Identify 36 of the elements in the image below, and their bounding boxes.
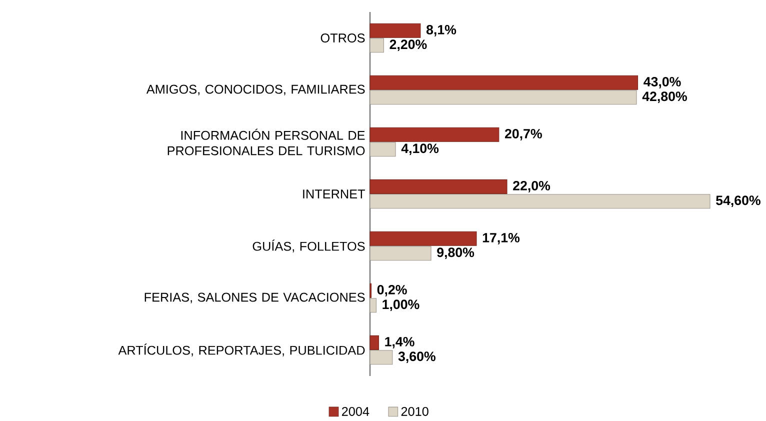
bar: [370, 127, 500, 142]
data-label: 22,0%: [513, 180, 550, 192]
bar: [370, 298, 376, 313]
y-tick-label: INTERNET: [303, 190, 365, 198]
bar: [370, 335, 379, 350]
data-label: 17,1%: [482, 232, 520, 244]
bar: [370, 75, 638, 90]
bar: [370, 142, 396, 157]
bar: [370, 231, 477, 246]
y-tick-label: INFORMACIÓN PERSONAL DE PROFESIONALES DEL TURISMO: [168, 128, 365, 156]
bar: [370, 246, 432, 261]
bar: [370, 179, 508, 194]
data-label: 9,80%: [437, 248, 474, 260]
legend-label: 2004: [342, 406, 370, 416]
y-tick-label: AMIGOS, CONOCIDOS, FAMILIARES: [146, 84, 365, 96]
data-label: 3,60%: [398, 352, 436, 364]
data-label: 54,60%: [716, 196, 760, 208]
bar: [370, 350, 393, 365]
bar: [370, 38, 384, 53]
y-tick-label: FERIAS, SALONES DE VACACIONES: [144, 292, 365, 304]
data-label: 0,2%: [377, 284, 407, 296]
data-label: 8,1%: [426, 24, 456, 36]
bar: [370, 23, 421, 38]
legend-label: 2010: [401, 406, 428, 416]
data-label: 1,00%: [382, 300, 420, 312]
y-tick-label: GUÍAS, FOLLETOS: [252, 240, 365, 252]
data-label: 42,80%: [642, 92, 687, 104]
bar: [370, 194, 710, 209]
data-label: 2,20%: [390, 40, 427, 52]
data-label: 1,4%: [385, 336, 414, 348]
data-label: 20,7%: [504, 128, 542, 140]
data-label: 43,0%: [644, 76, 681, 88]
y-tick-label: ARTÍCULOS, REPORTAJES, PUBLICIDAD: [118, 344, 365, 356]
data-label: 4,10%: [401, 144, 439, 156]
y-tick-label: OTROS: [320, 34, 365, 42]
bar: [370, 90, 637, 105]
